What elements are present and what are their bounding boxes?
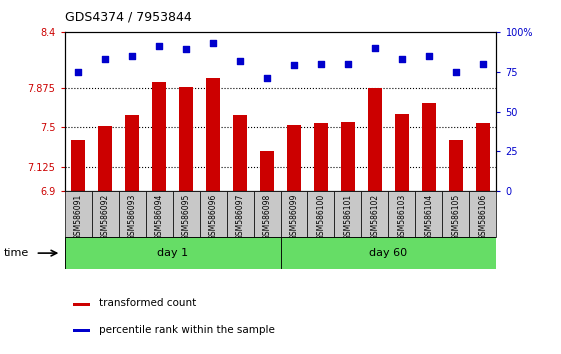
Text: GSM586105: GSM586105 bbox=[452, 193, 461, 240]
Bar bbox=[151, 82, 167, 191]
Text: time: time bbox=[4, 248, 29, 258]
Bar bbox=[470, 191, 496, 237]
Bar bbox=[421, 103, 436, 191]
Text: GSM586104: GSM586104 bbox=[425, 193, 434, 240]
Bar bbox=[443, 191, 470, 237]
Bar bbox=[125, 115, 140, 191]
Bar bbox=[476, 123, 490, 191]
Bar bbox=[254, 191, 280, 237]
Text: GSM586094: GSM586094 bbox=[154, 193, 163, 240]
Bar bbox=[73, 303, 90, 306]
Bar bbox=[227, 191, 254, 237]
Text: GSM586091: GSM586091 bbox=[73, 193, 82, 240]
Text: GSM586099: GSM586099 bbox=[289, 193, 298, 240]
Text: GSM586096: GSM586096 bbox=[209, 193, 218, 240]
Bar bbox=[71, 140, 85, 191]
Text: GSM586100: GSM586100 bbox=[316, 193, 325, 240]
Bar bbox=[361, 191, 388, 237]
Bar bbox=[260, 151, 274, 191]
Text: GSM586101: GSM586101 bbox=[343, 193, 352, 240]
Point bbox=[398, 56, 407, 62]
Point bbox=[289, 62, 298, 68]
Bar bbox=[394, 114, 410, 191]
Bar bbox=[314, 123, 328, 191]
Text: GSM586106: GSM586106 bbox=[479, 193, 488, 240]
Point bbox=[182, 46, 191, 52]
Bar bbox=[341, 122, 356, 191]
Bar bbox=[118, 191, 145, 237]
Point bbox=[100, 56, 109, 62]
Text: GSM586102: GSM586102 bbox=[370, 193, 379, 240]
Bar bbox=[287, 125, 301, 191]
Bar bbox=[65, 191, 91, 237]
Text: GDS4374 / 7953844: GDS4374 / 7953844 bbox=[65, 11, 191, 24]
Bar bbox=[200, 191, 227, 237]
Text: day 60: day 60 bbox=[370, 248, 407, 258]
Bar bbox=[367, 88, 383, 191]
Point bbox=[479, 61, 488, 67]
Bar bbox=[389, 191, 416, 237]
Bar bbox=[416, 191, 443, 237]
Point bbox=[73, 69, 82, 74]
Bar bbox=[173, 191, 200, 237]
Text: GSM586103: GSM586103 bbox=[398, 193, 407, 240]
Bar bbox=[205, 78, 220, 191]
Point bbox=[154, 43, 163, 49]
Text: GSM586093: GSM586093 bbox=[127, 193, 136, 240]
Point bbox=[343, 61, 352, 67]
Text: day 1: day 1 bbox=[157, 248, 188, 258]
Point bbox=[127, 53, 136, 58]
Bar bbox=[233, 115, 247, 191]
Point bbox=[209, 40, 218, 46]
Text: GSM586095: GSM586095 bbox=[182, 193, 191, 240]
Bar bbox=[307, 191, 334, 237]
Text: GSM586092: GSM586092 bbox=[100, 193, 109, 240]
Bar bbox=[98, 126, 112, 191]
Bar bbox=[280, 191, 307, 237]
Text: GSM586098: GSM586098 bbox=[263, 193, 272, 240]
Point bbox=[236, 58, 245, 63]
Point bbox=[316, 61, 325, 67]
Bar bbox=[65, 237, 280, 269]
Point bbox=[425, 53, 434, 58]
Bar bbox=[145, 191, 173, 237]
Text: percentile rank within the sample: percentile rank within the sample bbox=[99, 325, 275, 335]
Bar bbox=[334, 191, 361, 237]
Point bbox=[263, 75, 272, 81]
Bar bbox=[449, 140, 463, 191]
Text: GSM586097: GSM586097 bbox=[236, 193, 245, 240]
Point bbox=[452, 69, 461, 74]
Bar bbox=[178, 87, 194, 191]
Text: transformed count: transformed count bbox=[99, 298, 196, 308]
Bar bbox=[73, 329, 90, 332]
Bar bbox=[280, 237, 496, 269]
Bar bbox=[91, 191, 118, 237]
Point bbox=[370, 45, 379, 51]
